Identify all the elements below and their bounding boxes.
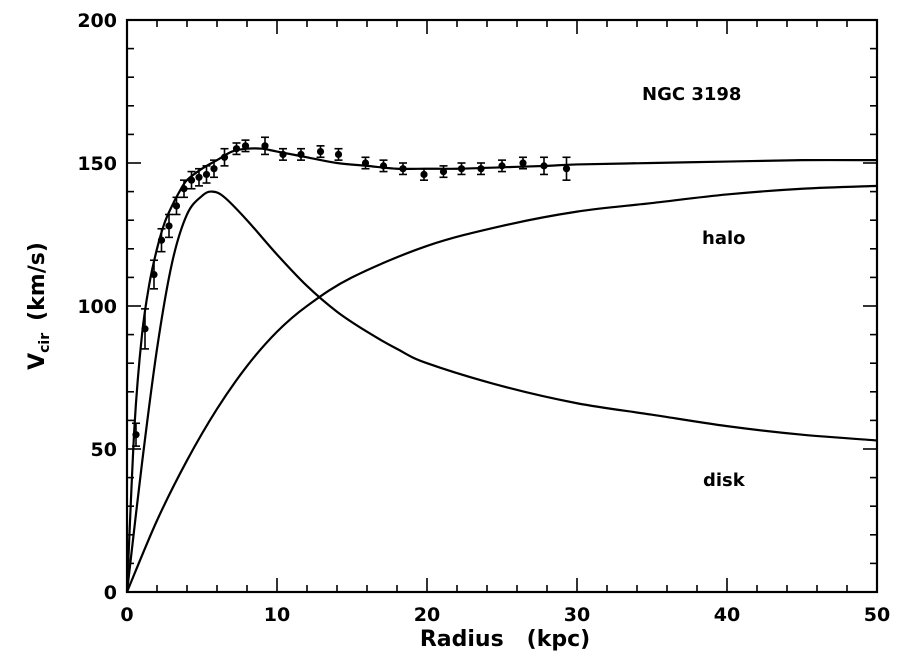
point-marker bbox=[420, 170, 428, 179]
y-axis-title-unit: (km/s) bbox=[25, 242, 50, 321]
data-point bbox=[132, 422, 140, 447]
point-marker bbox=[279, 150, 287, 159]
point-marker bbox=[477, 165, 485, 173]
data-point bbox=[210, 159, 218, 179]
data-point bbox=[399, 162, 407, 176]
plot-frame bbox=[125, 18, 879, 594]
point-marker bbox=[261, 142, 269, 150]
data-point bbox=[316, 145, 325, 159]
data-point bbox=[439, 165, 448, 179]
point-marker bbox=[457, 165, 466, 173]
y-tick-label: 0 bbox=[104, 582, 117, 604]
point-marker bbox=[220, 153, 229, 161]
point-marker bbox=[399, 165, 407, 173]
data-point bbox=[232, 142, 241, 156]
x-tick-label: 20 bbox=[414, 604, 440, 626]
data-point bbox=[519, 156, 527, 170]
x-axis-title: Radius (kpc) bbox=[420, 627, 590, 652]
point-marker bbox=[361, 159, 370, 167]
point-marker bbox=[187, 176, 196, 184]
point-marker bbox=[316, 147, 325, 156]
point-marker bbox=[132, 431, 140, 439]
data-point bbox=[279, 147, 287, 161]
x-tick-label: 10 bbox=[264, 604, 290, 626]
disk-label: disk bbox=[703, 470, 746, 491]
point-marker bbox=[241, 142, 250, 150]
x-tick-label: 50 bbox=[864, 604, 890, 626]
data-point bbox=[195, 167, 203, 187]
x-tick-label: 30 bbox=[564, 604, 590, 626]
point-marker bbox=[150, 270, 158, 279]
point-marker bbox=[141, 325, 149, 333]
data-point bbox=[241, 139, 250, 153]
data-point bbox=[361, 156, 370, 170]
point-marker bbox=[562, 165, 571, 173]
observed-points bbox=[132, 136, 571, 447]
data-point bbox=[457, 162, 466, 176]
x-tick-label: 0 bbox=[120, 604, 133, 626]
data-point bbox=[187, 170, 196, 190]
point-marker bbox=[334, 150, 343, 159]
data-point bbox=[165, 213, 173, 239]
halo-curve bbox=[125, 184, 878, 593]
data-point bbox=[498, 159, 506, 173]
y-axis-title-main: V bbox=[25, 353, 50, 370]
data-point bbox=[379, 159, 388, 173]
point-marker bbox=[379, 162, 388, 170]
data-point bbox=[477, 162, 485, 176]
point-marker bbox=[210, 165, 218, 173]
data-point bbox=[540, 156, 548, 176]
x-tick-label: 40 bbox=[714, 604, 740, 626]
point-marker bbox=[540, 162, 548, 170]
point-marker bbox=[498, 162, 506, 170]
disk-curve bbox=[125, 190, 878, 593]
data-point bbox=[180, 179, 188, 199]
y-tick-label: 150 bbox=[77, 153, 117, 175]
data-point bbox=[172, 196, 181, 216]
y-axis-title: Vcir (km/s) bbox=[25, 242, 53, 370]
data-point bbox=[150, 259, 158, 290]
halo-label: halo bbox=[702, 228, 746, 249]
galaxy-annotation: NGC 3198 bbox=[642, 84, 741, 105]
axis-ticks bbox=[126, 19, 878, 593]
y-tick-label: 50 bbox=[91, 439, 117, 461]
point-marker bbox=[519, 159, 527, 167]
data-point bbox=[562, 156, 571, 181]
y-axis-title-sub: cir bbox=[37, 333, 53, 353]
svg-text:Vcir(km/s): Vcir (km/s) bbox=[25, 242, 53, 370]
data-point bbox=[261, 136, 269, 156]
point-marker bbox=[172, 202, 181, 210]
point-marker bbox=[439, 167, 448, 176]
point-marker bbox=[297, 150, 305, 159]
data-point bbox=[334, 147, 343, 161]
point-marker bbox=[195, 173, 203, 181]
y-tick-label: 200 bbox=[77, 10, 117, 32]
point-marker bbox=[232, 145, 241, 153]
data-point bbox=[297, 147, 305, 161]
y-tick-label: 100 bbox=[77, 296, 117, 318]
fit-curve bbox=[125, 147, 878, 593]
point-marker bbox=[202, 170, 211, 179]
point-marker bbox=[165, 222, 173, 230]
data-point bbox=[157, 227, 166, 253]
point-marker bbox=[180, 185, 188, 193]
data-point bbox=[141, 308, 149, 350]
axis-tick-labels: 0 10 20 30 40 50 0 50 100 150 200 bbox=[77, 10, 890, 626]
data-point bbox=[202, 165, 211, 184]
data-point bbox=[420, 167, 428, 181]
data-point bbox=[220, 147, 229, 167]
point-marker bbox=[157, 236, 166, 244]
